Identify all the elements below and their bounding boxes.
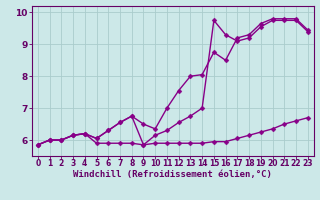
X-axis label: Windchill (Refroidissement éolien,°C): Windchill (Refroidissement éolien,°C)	[73, 170, 272, 179]
